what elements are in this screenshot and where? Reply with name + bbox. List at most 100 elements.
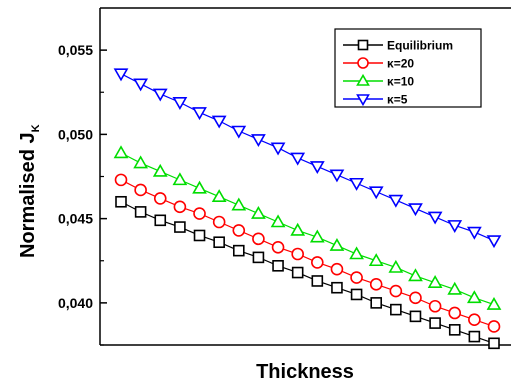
data-point [388, 194, 404, 208]
data-point [252, 251, 265, 264]
y-ticks: 0,055 0,050 0,045 0,040 [58, 42, 107, 346]
data-point [331, 281, 343, 294]
data-point [134, 183, 147, 197]
data-point [252, 232, 265, 246]
data-point [368, 253, 384, 267]
data-point [115, 195, 127, 208]
legend-label: κ=20 [387, 57, 414, 71]
data-point [251, 205, 266, 219]
data-point [388, 259, 404, 273]
data-point [152, 163, 168, 177]
x-axis-title: Thickness [256, 361, 354, 383]
data-point [272, 260, 284, 272]
data-point [311, 275, 324, 287]
data-point [447, 220, 463, 233]
data-point [291, 266, 304, 279]
data-point [174, 221, 186, 233]
data-point [350, 271, 363, 284]
legend-label: κ=10 [387, 75, 414, 89]
series-0 [115, 195, 500, 350]
data-point [232, 224, 246, 237]
data-point [309, 161, 325, 175]
data-point [408, 203, 423, 217]
data-point [213, 236, 225, 249]
data-point [113, 68, 129, 82]
data-point [428, 299, 442, 313]
data-point [192, 180, 207, 194]
data-point [369, 278, 383, 291]
data-point [172, 172, 188, 186]
legend: Equilibrium κ=20 κ=10 κ=5 [334, 28, 482, 108]
data-point [429, 317, 441, 329]
data-point [291, 247, 304, 261]
data-point [251, 134, 266, 148]
svg-text:Normalised JK: Normalised JK [17, 124, 42, 258]
data-point [330, 262, 344, 276]
data-point [153, 192, 167, 205]
data-point [350, 288, 363, 301]
y-tick-label: 0,040 [58, 295, 93, 311]
data-point [113, 145, 129, 159]
data-point [468, 330, 481, 343]
data-point [427, 211, 443, 225]
legend-marker [356, 94, 370, 107]
y-axis-title: Normalised JK [17, 124, 42, 258]
data-point [389, 284, 403, 298]
series-1 [114, 173, 501, 333]
data-point [409, 310, 422, 323]
data-point [193, 207, 206, 220]
y-axis-title-main: Normalised J [17, 132, 39, 258]
data-point [133, 155, 149, 169]
data-point [154, 214, 167, 227]
data-point [486, 235, 502, 249]
data-point [193, 229, 206, 242]
data-point [349, 177, 364, 191]
data-point [211, 115, 227, 129]
legend-item: κ=5 [343, 93, 408, 107]
legend-marker [356, 73, 370, 86]
data-point [468, 313, 481, 327]
y-axis-title-sub: K [30, 124, 42, 132]
series-3 [113, 68, 502, 249]
legend-label: Equilibrium [387, 39, 453, 53]
data-point [172, 97, 188, 110]
data-point [329, 237, 345, 251]
data-point [211, 189, 227, 203]
data-point [408, 268, 423, 282]
legend-marker [357, 39, 369, 51]
y-tick-label: 0,050 [58, 126, 93, 142]
data-point [329, 169, 345, 183]
data-point [447, 281, 463, 295]
data-point [486, 296, 502, 310]
data-point [309, 229, 325, 243]
data-point [311, 256, 324, 269]
series-2 [113, 145, 502, 310]
legend-item: κ=20 [343, 57, 414, 71]
series-layer [113, 68, 502, 350]
data-point [231, 125, 247, 139]
data-point [448, 324, 461, 336]
data-point [133, 78, 149, 92]
data-point [192, 107, 207, 121]
data-point [290, 222, 306, 236]
legend-item: κ=10 [343, 73, 414, 89]
data-point [212, 215, 226, 229]
y-tick-label: 0,055 [58, 42, 93, 58]
data-point [270, 142, 286, 156]
data-point [134, 206, 147, 218]
data-point [349, 246, 364, 260]
data-point [448, 306, 462, 320]
legend-marker [357, 57, 369, 69]
data-point [488, 337, 500, 350]
data-point [114, 173, 128, 187]
data-point [409, 291, 422, 305]
data-point [270, 214, 286, 228]
data-point [232, 244, 245, 257]
data-point [368, 186, 384, 200]
data-point [271, 240, 285, 254]
data-point [231, 197, 247, 211]
data-point [173, 200, 187, 214]
data-point [370, 297, 383, 309]
legend-label: κ=5 [387, 93, 408, 107]
